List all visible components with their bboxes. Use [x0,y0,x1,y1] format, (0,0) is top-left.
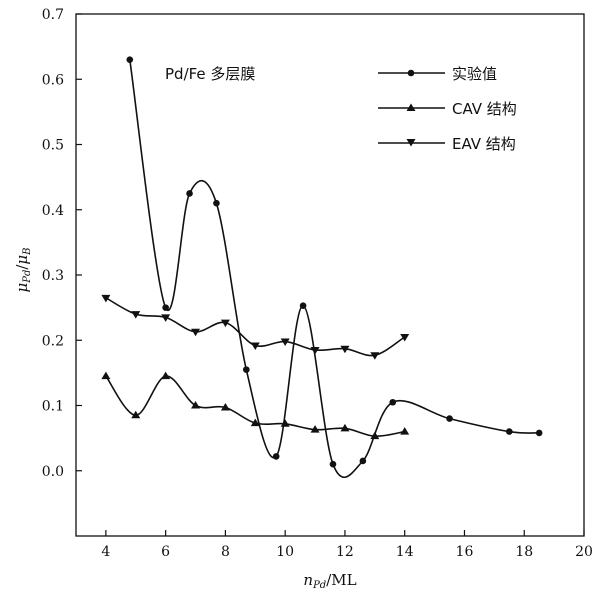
point-cav [340,423,350,432]
point-experiment [213,199,220,207]
x-tick-label: 12 [336,544,354,560]
legend-label-eav: EAV 结构 [452,135,516,153]
point-eav [310,347,320,355]
point-cav [220,402,230,411]
point-cav [191,401,201,409]
y-tick-label: 0.7 [42,7,64,23]
y-tick-label: 0.4 [42,203,64,219]
point-cav [250,418,260,427]
legend-marker-cav [406,103,416,111]
x-tick-label: 8 [221,544,230,560]
point-eav [161,314,171,322]
point-eav [101,294,111,303]
series-line-experiment [129,59,540,479]
legend-marker-experiment [407,69,415,77]
y-tick-label: 0.0 [42,464,64,480]
y-tick-label: 0.3 [42,268,64,284]
series-markers [101,56,543,468]
point-experiment [505,428,513,435]
legend-label-experiment: 实验值 [452,65,497,83]
point-experiment [126,56,134,63]
legend-marker-eav [406,139,416,147]
point-experiment [272,453,280,460]
point-eav [191,328,201,337]
axis-ticks: 4 6 8 10 12 14 16 18 20 0.0 0.1 0.2 0.3 0.4 0.5 0.6 0.7 [42,7,593,560]
point-experiment [186,190,193,197]
legend-label-cav: CAV 结构 [452,100,517,118]
point-experiment [329,460,337,468]
x-tick-label: 4 [101,544,110,560]
plot-frame [75,13,585,537]
point-cav [370,431,380,440]
x-tick-label: 14 [396,544,414,560]
point-experiment [535,429,543,437]
y-axis-label: μPd/μB [13,247,33,292]
point-experiment [389,398,397,406]
point-experiment [359,457,367,465]
chart-annotation: Pd/Fe 多层膜 [165,65,255,83]
y-tick-label: 0.5 [42,138,64,154]
point-cav [310,425,320,433]
point-cav [131,410,141,419]
point-cav [400,427,410,435]
point-eav [340,345,350,354]
point-experiment [299,302,307,309]
legend: 实验值 CAV 结构 EAV 结构 [378,65,517,153]
x-tick-label: 18 [515,544,533,560]
point-eav [250,342,260,350]
point-eav [370,352,380,360]
x-tick-label: 16 [456,544,474,560]
x-axis-label: nPd/ML [303,571,356,591]
x-tick-label: 6 [161,544,170,560]
point-experiment [243,366,250,373]
x-tick-label: 10 [276,544,294,560]
y-tick-label: 0.2 [42,333,64,349]
point-cav [101,371,111,380]
y-tick-label: 0.6 [42,72,64,88]
point-cav [161,371,171,380]
point-eav [220,319,230,328]
point-eav [280,338,290,347]
point-experiment [446,415,453,422]
x-tick-label: 20 [575,544,593,560]
series-curves [105,59,540,479]
point-experiment [162,304,169,311]
point-eav [400,333,410,342]
y-tick-label: 0.1 [42,399,64,415]
point-eav [131,311,141,319]
point-cav [280,419,290,427]
